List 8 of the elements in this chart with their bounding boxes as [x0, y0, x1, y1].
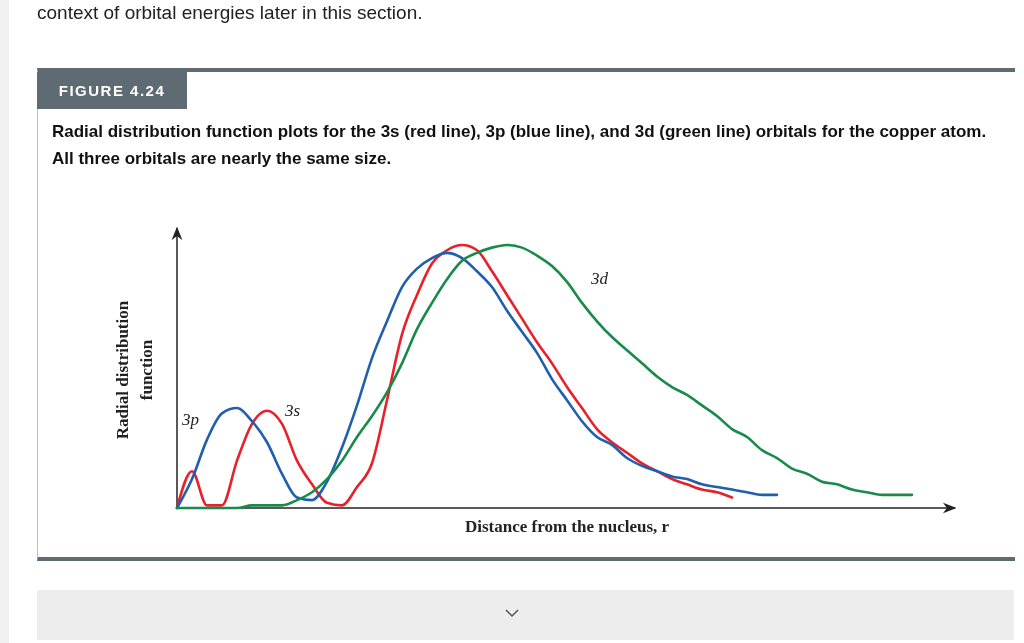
series-label: 3d	[590, 269, 609, 288]
y-axis-title: Radial distribution function	[113, 300, 156, 440]
chart-subtitle: Radial distribution function plots for the 3s (red line), 3p (blue line), and 3d (green line) orbitals for the copper atom. All three orbitals are nearly the same size.	[52, 121, 988, 170]
x-axis-title: Distance from the nucleus, r	[464, 517, 670, 536]
series-label: 3p	[181, 410, 199, 429]
series-label: 3s	[284, 401, 301, 420]
text: context of orbital energies later in this section.	[37, 2, 423, 24]
chart-title: FIGURE 4.24	[37, 72, 187, 109]
